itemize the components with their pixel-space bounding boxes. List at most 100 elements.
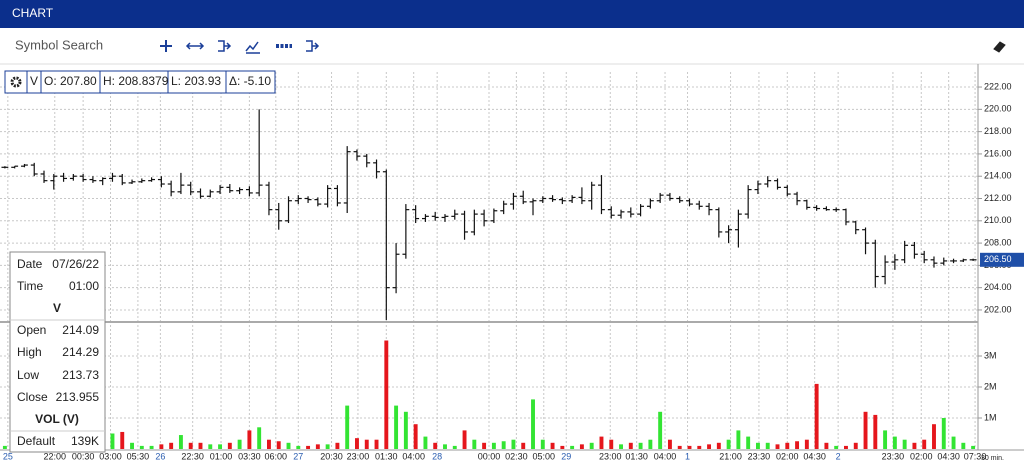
volume-bar bbox=[443, 444, 447, 449]
x-tick-label: 23:00 bbox=[347, 451, 370, 461]
tooltip-value: 213.73 bbox=[62, 368, 99, 382]
range-icon[interactable] bbox=[185, 42, 205, 50]
volume-bar bbox=[198, 442, 203, 449]
volume-bar bbox=[364, 439, 369, 449]
toolbar-icons[interactable] bbox=[160, 40, 1006, 54]
x-tick-label: 01:30 bbox=[625, 451, 648, 461]
volume-bar bbox=[218, 444, 223, 449]
x-tick-label: 23:30 bbox=[748, 451, 771, 461]
volume-bar bbox=[873, 414, 878, 449]
eraser-icon[interactable] bbox=[993, 41, 1006, 53]
x-tick-label: 20:30 bbox=[320, 451, 343, 461]
volume-bar bbox=[834, 445, 839, 449]
x-tick-label: 04:00 bbox=[402, 451, 425, 461]
volume-bar bbox=[188, 442, 193, 449]
day-tick-label: 1 bbox=[685, 451, 690, 461]
volume-bar bbox=[237, 439, 242, 449]
volume-bar bbox=[941, 418, 946, 449]
y-tick-label: 202.00 bbox=[984, 304, 1012, 314]
volume-bar bbox=[540, 439, 545, 449]
plot-area: 22:00 00:30 03:00 05:30 22:30 01:00 03:30 06:00… bbox=[0, 72, 1024, 461]
x-tick-label: 23:00 bbox=[599, 451, 622, 461]
volume-bar bbox=[345, 405, 350, 449]
x-tick-label: 04:30 bbox=[937, 451, 960, 461]
volume-bar bbox=[403, 411, 408, 449]
settings-icon[interactable] bbox=[10, 76, 22, 88]
volume-bar bbox=[648, 439, 653, 449]
day-tick-label: 28 bbox=[432, 451, 442, 461]
y-tick-label: 218.00 bbox=[984, 126, 1012, 136]
day-tick-label: 27 bbox=[293, 451, 303, 461]
info-change: Δ: -5.10 bbox=[229, 74, 271, 88]
volume-bar bbox=[824, 442, 829, 449]
crosshair-icon[interactable] bbox=[160, 40, 172, 52]
volume-bar bbox=[462, 430, 467, 449]
y-tick-label: 204.00 bbox=[984, 282, 1012, 292]
volume-bar bbox=[266, 439, 271, 449]
y-tick-label: 216.00 bbox=[984, 148, 1012, 158]
volume-bar bbox=[491, 442, 496, 449]
volume-bar bbox=[110, 433, 115, 449]
volume-bar bbox=[394, 405, 399, 449]
tooltip-label: Date bbox=[17, 257, 43, 271]
symbol-search[interactable]: Symbol Search bbox=[15, 37, 103, 52]
tooltip-value: 01:00 bbox=[69, 279, 99, 293]
volume-bar bbox=[531, 399, 535, 449]
info-low: L: 203.93 bbox=[171, 74, 221, 88]
y-tick-label: 214.00 bbox=[984, 171, 1012, 181]
volume-bar bbox=[951, 436, 956, 449]
volume-bar bbox=[2, 445, 7, 449]
tooltip-value: 214.29 bbox=[62, 345, 99, 359]
tooltip-symbol: V bbox=[53, 301, 61, 315]
volume-bar bbox=[902, 439, 907, 449]
volume-bar bbox=[716, 442, 721, 449]
volume-bar bbox=[560, 445, 565, 449]
volume-bar bbox=[550, 442, 555, 449]
volume-bar bbox=[579, 444, 584, 449]
x-tick-label: 00:30 bbox=[72, 451, 95, 461]
compare-icon[interactable] bbox=[218, 40, 232, 52]
tooltip-label: Open bbox=[17, 323, 46, 337]
tooltip-value: 213.955 bbox=[56, 390, 100, 404]
volume-bar bbox=[755, 442, 760, 449]
x-tick-label: 22:30 bbox=[181, 451, 204, 461]
volume-bar bbox=[785, 442, 790, 449]
volume-bar bbox=[961, 442, 966, 449]
x-tick-label: 07:30 bbox=[964, 451, 987, 461]
volume-bar bbox=[883, 430, 888, 449]
volume-bar bbox=[286, 442, 291, 449]
tooltip-value: 07/26/22 bbox=[52, 257, 99, 271]
volume-bar bbox=[746, 436, 751, 449]
volume-bar bbox=[658, 411, 663, 449]
x-tick-label: 22:00 bbox=[44, 451, 67, 461]
volume-bar bbox=[814, 383, 819, 449]
volume-bar bbox=[315, 444, 320, 449]
volume-bar bbox=[804, 439, 809, 449]
tooltip-label: Low bbox=[17, 368, 39, 382]
volume-bar bbox=[599, 436, 604, 449]
volume-bar bbox=[306, 445, 311, 449]
export-icon[interactable] bbox=[306, 40, 320, 52]
x-tick-label: 21:00 bbox=[719, 451, 742, 461]
volume-bar bbox=[208, 444, 213, 449]
x-tick-label: 01:30 bbox=[375, 451, 398, 461]
x-tick-label: 00:00 bbox=[478, 451, 501, 461]
x-tick-label: 04:00 bbox=[654, 451, 677, 461]
volume-bar bbox=[736, 430, 741, 449]
tooltip-label: Time bbox=[17, 279, 44, 293]
y-tick-label: 212.00 bbox=[984, 193, 1012, 203]
volume-bar bbox=[276, 441, 281, 449]
x-tick-label: 01:00 bbox=[210, 451, 233, 461]
volume-bar bbox=[355, 438, 359, 449]
volume-bar bbox=[667, 439, 672, 449]
studies-icon[interactable] bbox=[245, 41, 260, 54]
x-tick-label: 23:30 bbox=[882, 451, 905, 461]
x-tick-label: 05:30 bbox=[127, 451, 150, 461]
window-title: CHART bbox=[12, 6, 54, 20]
volume-bar bbox=[521, 442, 526, 449]
volume-bar bbox=[169, 442, 174, 449]
tooltip-frame bbox=[9, 251, 106, 453]
volume-bar bbox=[589, 442, 594, 449]
volume-bar bbox=[227, 442, 232, 449]
